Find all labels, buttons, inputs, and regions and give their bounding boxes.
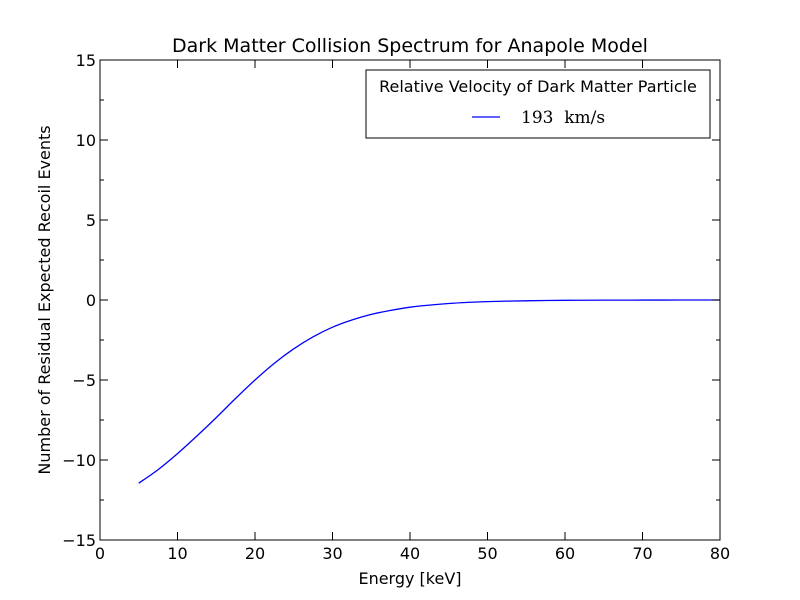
y-tick-label: 0 [86, 291, 96, 310]
y-tick-label: −15 [62, 531, 96, 550]
x-tick-label: 60 [555, 544, 575, 563]
x-axis-label: Energy [keV] [358, 569, 461, 588]
x-tick-label: 10 [167, 544, 187, 563]
x-tick-label: 20 [245, 544, 265, 563]
y-axis-ticks: −15 −10 −5 0 5 10 15 [62, 51, 720, 550]
y-tick-label: 10 [76, 131, 96, 150]
x-axis-ticks: 0 10 20 30 40 50 60 70 80 [95, 60, 730, 563]
legend-title: Relative Velocity of Dark Matter Particl… [379, 77, 697, 96]
x-tick-label: 30 [322, 544, 342, 563]
x-tick-label: 50 [477, 544, 497, 563]
plot-area [138, 299, 721, 484]
legend: Relative Velocity of Dark Matter Particl… [365, 69, 711, 139]
y-tick-label: −10 [62, 451, 96, 470]
y-axis-label: Number of Residual Expected Recoil Event… [35, 125, 54, 474]
legend-entry-label: 193 km/s [521, 108, 605, 128]
x-tick-label: 40 [400, 544, 420, 563]
y-tick-label: 5 [86, 211, 96, 230]
y-tick-label: 15 [76, 51, 96, 70]
x-tick-label: 80 [710, 544, 730, 563]
series-line [138, 299, 721, 484]
y-tick-label: −5 [72, 371, 96, 390]
legend-frame [365, 69, 711, 139]
x-tick-label: 70 [632, 544, 652, 563]
x-tick-label: 0 [95, 544, 105, 563]
chart-title: Dark Matter Collision Spectrum for Anapo… [172, 35, 648, 57]
